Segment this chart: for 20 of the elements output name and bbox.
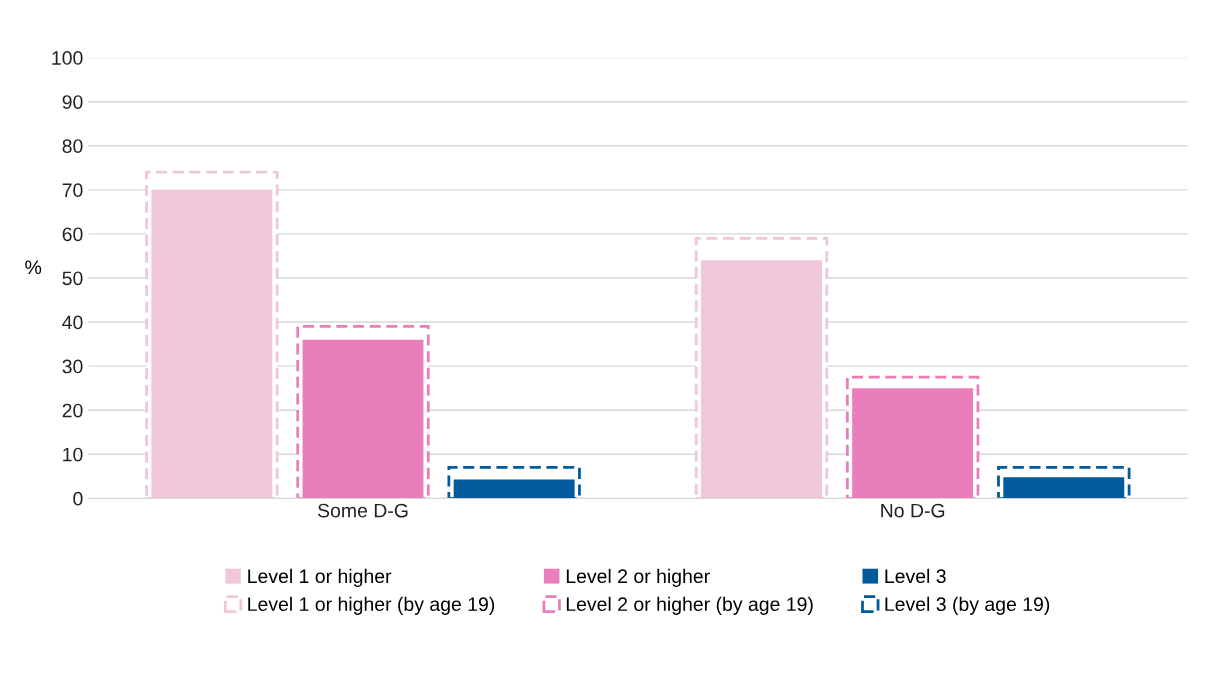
y-tick-label: 30 — [62, 359, 83, 374]
y-tick-label: 80 — [62, 139, 83, 154]
legend-label: Level 2 or higher — [566, 568, 710, 587]
y-tick-label: 20 — [62, 403, 83, 418]
y-tick-label: 60 — [62, 227, 83, 242]
legend-label: Level 2 or higher (by age 19) — [566, 596, 813, 615]
x-tick-label: Some D-G — [317, 503, 408, 518]
legend-label: Level 3 — [885, 568, 946, 584]
y-tick-label: 70 — [62, 183, 83, 198]
y-tick-label: 10 — [63, 447, 83, 462]
y-tick-label: 50 — [62, 271, 83, 286]
legend-label: Level 1 or higher — [248, 568, 392, 587]
y-tick-label: 100 — [52, 51, 83, 65]
y-tick-label: 90 — [62, 95, 83, 109]
legend-label: Level 3 (by age 19) — [885, 596, 1050, 615]
legend-label: Level 1 or higher (by age 19) — [248, 596, 495, 615]
x-tick-label: No D-G — [881, 503, 945, 518]
y-axis-title: % — [25, 260, 42, 275]
y-tick-label: 0 — [73, 491, 83, 506]
y-tick-label: 40 — [62, 315, 83, 330]
